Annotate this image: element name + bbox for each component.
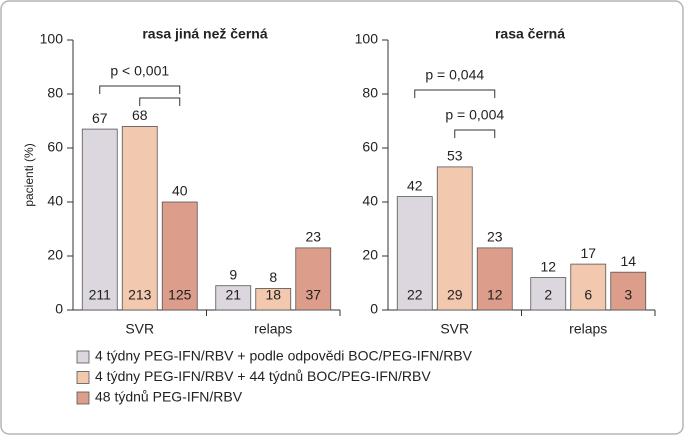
- y-axis-label: pacienti (%): [22, 143, 36, 206]
- value-label: 67: [92, 110, 108, 126]
- legend-swatch: [76, 350, 90, 364]
- y-tick-label: 40: [47, 193, 63, 209]
- count-label: 21: [225, 287, 241, 303]
- chart-title: rasa jiná než černá: [142, 26, 268, 42]
- x-tick-label: SVR: [440, 321, 469, 337]
- count-label: 29: [447, 287, 463, 303]
- y-tick-label: 0: [370, 301, 378, 317]
- bracket: [454, 129, 496, 138]
- count-label: 6: [584, 287, 592, 303]
- count-label: 3: [624, 287, 632, 303]
- bar: [255, 287, 292, 311]
- value-label: 9: [229, 266, 237, 282]
- count-label: 12: [487, 287, 503, 303]
- count-label: 18: [265, 287, 281, 303]
- y-tick-label: 40: [362, 193, 378, 209]
- legend-swatch: [76, 371, 90, 384]
- annotation: p = 0,004: [445, 107, 504, 123]
- value-label: 17: [580, 245, 596, 261]
- value-label: 23: [305, 229, 321, 245]
- bar: [610, 271, 647, 311]
- y-tick-label: 60: [362, 139, 378, 155]
- bracket: [414, 89, 496, 98]
- legend-label: 4 týdny PEG-IFN/RBV + podle odpovědi BOC…: [95, 348, 473, 364]
- bar: [215, 285, 252, 311]
- y-tick-label: 100: [40, 31, 64, 47]
- y-tick-label: 20: [362, 247, 378, 263]
- value-label: 53: [447, 148, 463, 164]
- count-label: 2: [544, 287, 552, 303]
- bar: [396, 196, 433, 311]
- y-tick-label: 80: [362, 85, 378, 101]
- bar: [530, 277, 567, 311]
- bar: [121, 126, 158, 311]
- legend-label: 48 týdnů PEG-IFN/RBV: [95, 389, 243, 405]
- y-tick-label: 80: [47, 85, 63, 101]
- bar: [436, 166, 473, 311]
- count-label: 22: [407, 287, 423, 303]
- chart-title: rasa černá: [495, 26, 565, 42]
- legend-swatch: [76, 391, 90, 405]
- bracket: [99, 85, 181, 94]
- count-label: 211: [89, 287, 112, 303]
- x-tick-label: relaps: [254, 321, 292, 337]
- value-label: 68: [132, 107, 148, 123]
- count-label: 213: [128, 287, 152, 303]
- bar: [161, 201, 198, 311]
- bracket: [139, 97, 181, 106]
- y-tick-label: 0: [55, 301, 63, 317]
- x-tick-label: relaps: [569, 321, 607, 337]
- y-tick-label: 20: [47, 247, 63, 263]
- annotation: p = 0,044: [425, 67, 484, 83]
- legend-label: 4 týdny PEG-IFN/RBV + 44 týdnů BOC/PEG-I…: [95, 368, 431, 384]
- value-label: 42: [407, 177, 423, 193]
- bar: [81, 128, 118, 311]
- x-tick-label: SVR: [125, 321, 154, 337]
- bar: [476, 247, 513, 311]
- annotation: p < 0,001: [110, 63, 169, 79]
- bar: [295, 247, 332, 311]
- y-tick-label: 100: [355, 31, 379, 47]
- value-label: 14: [620, 253, 636, 269]
- value-label: 23: [487, 229, 503, 245]
- count-label: 125: [168, 287, 192, 303]
- bar: [570, 263, 607, 311]
- value-label: 8: [269, 269, 277, 285]
- value-label: 12: [540, 258, 556, 274]
- count-label: 37: [305, 287, 321, 303]
- y-tick-label: 60: [47, 139, 63, 155]
- value-label: 40: [172, 183, 188, 199]
